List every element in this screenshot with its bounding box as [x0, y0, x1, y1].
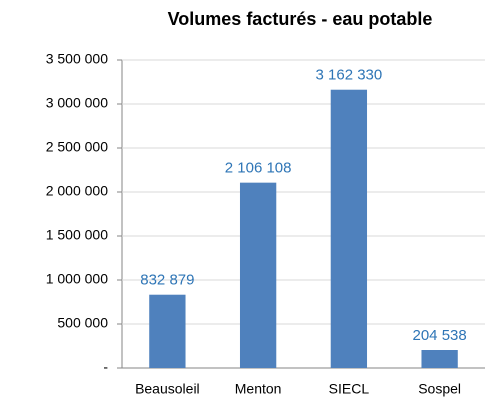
y-tick-label: 2 000 000	[46, 183, 108, 199]
y-tick-label: 500 000	[57, 315, 108, 331]
y-tick-label: 3 000 000	[46, 95, 108, 111]
y-tick-label: -	[103, 359, 108, 375]
y-tick-label: 2 500 000	[46, 139, 108, 155]
x-tick-label: Menton	[235, 381, 282, 397]
bar	[330, 89, 368, 368]
value-label: 2 106 108	[225, 160, 292, 177]
bar	[421, 350, 458, 368]
value-label: 204 538	[413, 327, 467, 344]
x-tick-label: SIECL	[329, 381, 370, 397]
bar	[239, 182, 277, 368]
y-tick-label: 1 500 000	[46, 227, 108, 243]
chart-title: Volumes facturés - eau potable	[168, 9, 433, 29]
value-label: 832 879	[140, 272, 194, 289]
x-tick-label: Beausoleil	[135, 381, 200, 397]
y-tick-label: 1 000 000	[46, 271, 108, 287]
bar	[149, 294, 186, 368]
value-label: 3 162 330	[316, 67, 383, 84]
y-tick-label: 3 500 000	[46, 51, 108, 67]
x-tick-label: Sospel	[418, 381, 461, 397]
